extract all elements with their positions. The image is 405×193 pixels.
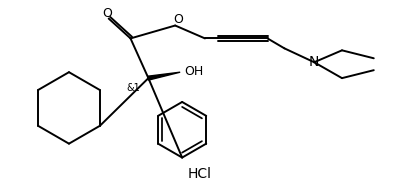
Text: O: O xyxy=(173,13,183,26)
Text: HCl: HCl xyxy=(188,168,212,181)
Text: O: O xyxy=(102,7,112,20)
Text: OH: OH xyxy=(184,65,204,78)
Text: &1: &1 xyxy=(127,83,141,93)
Polygon shape xyxy=(148,72,180,80)
Text: N: N xyxy=(309,55,320,69)
